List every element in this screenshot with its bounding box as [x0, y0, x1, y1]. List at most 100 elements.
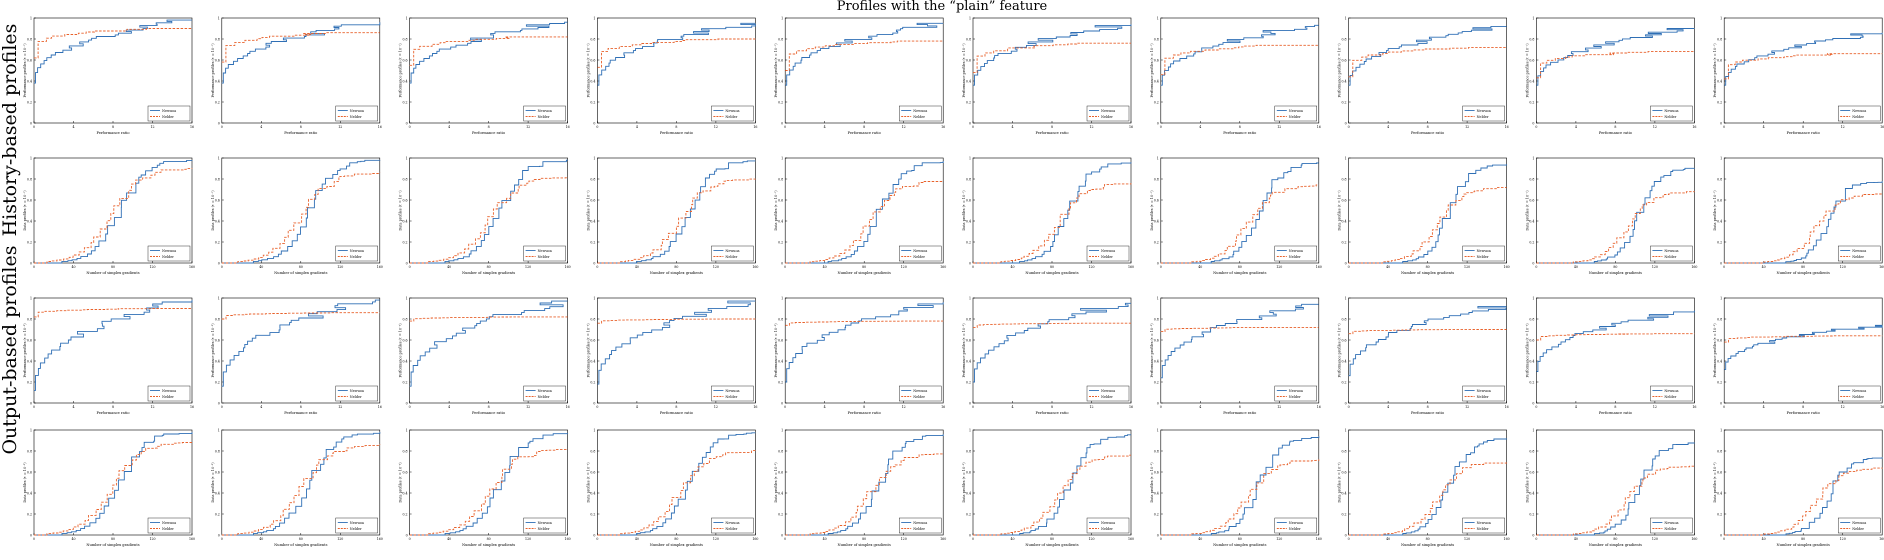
xtick-label-r1c1-0: 0: [221, 265, 223, 269]
ytick-label-r2c1-2: 0.4: [215, 360, 220, 364]
xtick-label-r3c8-4: 160: [1691, 537, 1697, 541]
ytick-label-r1c4-0: 0: [781, 262, 783, 266]
series-newuoa-line-r0c4: [785, 22, 944, 86]
legend-box-r0c1: [335, 105, 378, 122]
ytick-label-r2c2-2: 0.4: [403, 360, 408, 364]
legend-box-r3c8: [1650, 517, 1693, 534]
ytick-label-r2c5-4: 0.8: [966, 318, 971, 322]
ytick-label-r0c2-4: 0.8: [403, 38, 408, 42]
xtick-label-r0c7-4: 16: [1505, 125, 1509, 129]
legend-label-nelder-r2c1: Nelder: [350, 395, 362, 399]
legend-label-nelder-r1c7: Nelder: [1477, 255, 1489, 259]
xtick-label-r2c9-0: 0: [1723, 405, 1725, 409]
legend-label-newuoa-r1c8: Newuoa: [1664, 249, 1678, 253]
series-nelder-line-r3c2: [409, 448, 569, 536]
series-nelder-line-r1c3: [597, 178, 756, 264]
legend-label-nelder-r0c0: Nelder: [162, 115, 174, 119]
xtick-label-r0c0-4: 16: [190, 125, 194, 129]
ytick-label-r0c2-1: 0.2: [403, 101, 408, 105]
y-axis-label-r1c7: Data profiles (τ = 10⁻¹): [1338, 190, 1342, 231]
xtick-label-r3c3-2: 80: [674, 537, 678, 541]
xtick-label-r0c8-4: 16: [1692, 125, 1696, 129]
x-axis-label-r1c4: Number of simplex gradients: [838, 271, 891, 275]
xtick-label-r2c4-3: 12: [902, 405, 906, 409]
ytick-label-r1c8-3: 0.6: [1529, 199, 1534, 203]
xtick-label-r0c4-2: 8: [863, 125, 865, 129]
ytick-label-r3c2-1: 0.2: [403, 513, 408, 517]
ytick-label-r0c2-0: 0: [406, 122, 408, 126]
legend-box-r0c2: [523, 105, 566, 122]
y-axis-label-r2c6: Performance profiles (τ = 10⁻³): [1150, 323, 1154, 378]
xtick-label-r1c8-2: 80: [1613, 265, 1617, 269]
xtick-label-r3c6-2: 80: [1238, 537, 1242, 541]
xtick-label-r3c3-3: 120: [713, 537, 719, 541]
ytick-label-r0c0-2: 0.4: [27, 80, 32, 84]
x-axis-label-r0c8: Performance ratio: [1599, 131, 1632, 135]
xtick-label-r1c3-1: 40: [635, 265, 639, 269]
series-newuoa-line-r3c5: [973, 434, 1131, 536]
series-newuoa-line-r1c6: [1160, 162, 1319, 264]
series-newuoa-line-r0c3: [597, 22, 756, 86]
xtick-label-r2c3-4: 16: [753, 405, 757, 409]
x-axis-label-r3c7: Number of simplex gradients: [1401, 543, 1454, 547]
legend-box-r2c3: [711, 385, 754, 402]
xtick-label-r1c6-1: 40: [1198, 265, 1202, 269]
ytick-label-r3c8-0: 0: [1532, 534, 1534, 538]
ytick-label-r2c1-4: 0.8: [215, 318, 220, 322]
ytick-label-r1c5-0: 0: [969, 262, 971, 266]
xtick-label-r3c6-4: 160: [1316, 537, 1322, 541]
legend-box-r0c5: [1086, 105, 1130, 122]
xtick-label-r1c7-4: 160: [1504, 265, 1510, 269]
xtick-label-r1c0-1: 40: [71, 265, 75, 269]
legend-label-nelder-r1c3: Nelder: [725, 255, 737, 259]
xtick-label-r1c6-3: 120: [1276, 265, 1282, 269]
series-newuoa-line-r0c1: [221, 22, 381, 84]
ytick-label-r3c3-0: 0: [593, 534, 595, 538]
ytick-label-r3c6-3: 0.6: [1154, 471, 1159, 475]
legend-label-nelder-r3c5: Nelder: [1101, 527, 1113, 531]
xtick-label-r1c7-1: 40: [1386, 265, 1390, 269]
xtick-label-r3c5-3: 120: [1088, 537, 1094, 541]
legend-label-nelder-r1c2: Nelder: [538, 255, 550, 259]
xtick-label-r2c8-1: 4: [1575, 405, 1577, 409]
series-nelder-line-r0c4: [785, 40, 944, 71]
ytick-label-r3c4-3: 0.6: [778, 471, 783, 475]
y-axis-label-r3c5: Data profiles (τ = 10⁻³): [962, 462, 966, 503]
legend-label-nelder-r0c8: Nelder: [1664, 115, 1676, 119]
ytick-label-r1c9-5: 1: [1720, 157, 1722, 161]
series-newuoa-line-r3c4: [785, 434, 944, 536]
series-newuoa-line-r2c7: [1348, 305, 1507, 377]
ytick-label-r0c7-3: 0.6: [1342, 59, 1347, 63]
xtick-label-r3c7-3: 120: [1464, 537, 1470, 541]
ytick-label-r1c7-5: 1: [1345, 157, 1347, 161]
x-axis-label-r1c3: Number of simplex gradients: [650, 271, 703, 275]
ytick-label-r1c8-4: 0.8: [1529, 178, 1534, 182]
xtick-label-r0c7-2: 8: [1427, 125, 1429, 129]
ytick-label-r0c9-3: 0.6: [1717, 59, 1722, 63]
ytick-label-r0c7-4: 0.8: [1342, 38, 1347, 42]
xtick-label-r2c1-4: 16: [378, 405, 382, 409]
legend-box-r3c5: [1086, 517, 1130, 534]
series-newuoa-line-r3c0: [34, 432, 193, 536]
ytick-label-r2c2-0: 0: [406, 402, 408, 406]
xtick-label-r1c5-3: 120: [1088, 265, 1094, 269]
xtick-label-r1c0-0: 0: [33, 265, 35, 269]
ytick-label-r3c0-1: 0.2: [27, 513, 32, 517]
xtick-label-r0c0-2: 8: [112, 125, 114, 129]
legend-box-r3c3: [711, 517, 754, 534]
xtick-label-r1c8-0: 0: [1535, 265, 1537, 269]
legend-label-newuoa-r3c7: Newuoa: [1477, 521, 1491, 525]
xtick-label-r0c7-3: 12: [1465, 125, 1469, 129]
ytick-label-r0c4-0: 0: [781, 122, 783, 126]
ytick-label-r1c4-1: 0.2: [778, 241, 783, 245]
xtick-label-r3c4-1: 40: [823, 537, 827, 541]
ytick-label-r3c2-5: 1: [406, 429, 408, 433]
ytick-label-r1c9-0: 0: [1720, 262, 1722, 266]
xtick-label-r1c3-3: 120: [713, 265, 719, 269]
legend-box-r1c1: [335, 245, 378, 262]
ytick-label-r2c4-5: 1: [781, 297, 783, 301]
series-nelder-line-r1c1: [221, 172, 381, 264]
y-axis-label-r0c2: Performance profiles (τ = 10⁻¹): [399, 43, 403, 98]
legend-box-r2c4: [899, 385, 942, 402]
